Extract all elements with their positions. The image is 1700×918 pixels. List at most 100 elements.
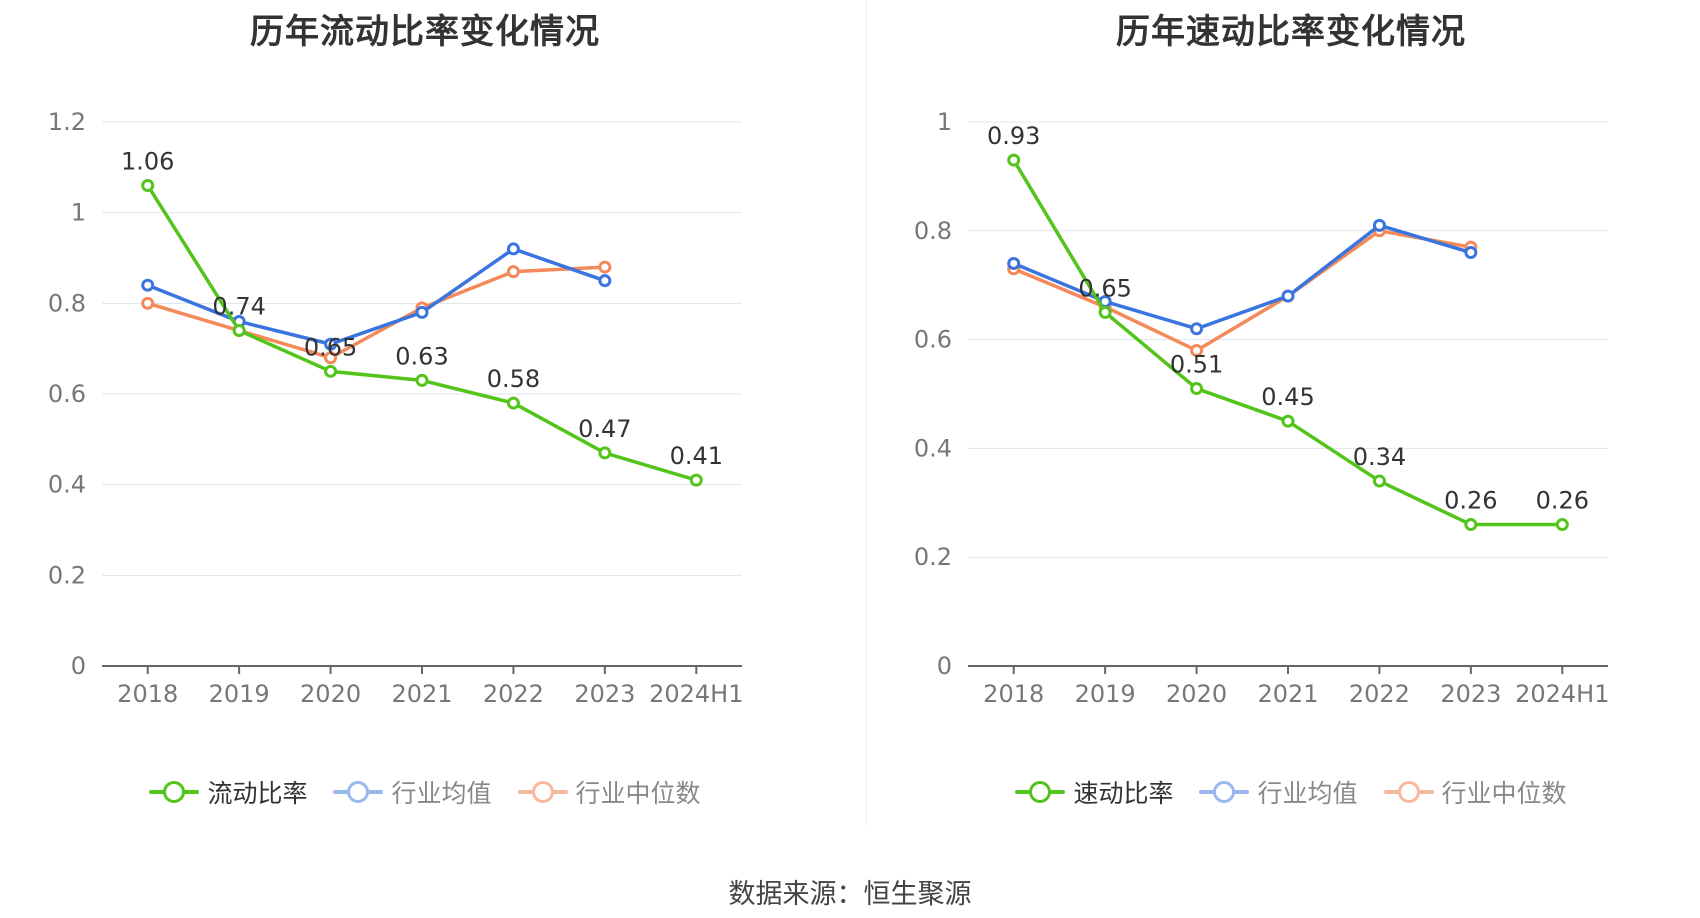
data-label: 0.65	[304, 333, 357, 361]
data-label: 1.06	[121, 147, 174, 175]
x-tick-label: 2020	[1166, 680, 1227, 708]
series-point-0	[1098, 305, 1112, 319]
data-label: 0.74	[212, 293, 265, 321]
legend-label: 行业均值	[391, 779, 492, 808]
legend-item-current-ratio[interactable]: 流动比率	[149, 774, 307, 810]
series-point-1	[1281, 289, 1295, 303]
series-point-2	[141, 296, 155, 310]
chart-legend: 速动比率 行业均值 行业中位数	[866, 774, 1700, 810]
chart-panel-quick-ratio: 历年速动比率变化情况 0 0.2 0.4 0.6 0.8 1 2018 2019 2020 202…	[866, 0, 1700, 830]
series-point-1	[1190, 322, 1204, 336]
series-point-0	[598, 446, 612, 460]
x-tick-label: 2024H1	[1515, 680, 1609, 708]
series-point-2	[506, 265, 520, 279]
y-tick-label: 0.4	[48, 471, 86, 499]
y-tick-label: 1.2	[48, 108, 86, 136]
series-point-0	[1281, 414, 1295, 428]
chart-legend: 流动比率 行业均值 行业中位数	[0, 774, 850, 810]
legend-label: 速动比率	[1073, 779, 1174, 808]
data-label: 0.41	[670, 442, 723, 470]
series-point-1	[1464, 246, 1478, 260]
series-point-0	[1464, 518, 1478, 532]
legend-line-circle-icon	[1199, 778, 1250, 806]
series-point-0	[232, 324, 246, 338]
legend-item-industry-average[interactable]: 行业均值	[333, 774, 492, 810]
legend-line-circle-icon	[333, 778, 384, 806]
legend-line-circle-icon	[1015, 778, 1066, 806]
y-tick-label: 0.8	[914, 217, 952, 245]
data-label: 0.47	[578, 415, 631, 443]
x-tick-label: 2022	[1349, 680, 1410, 708]
legend-label: 行业均值	[1257, 779, 1358, 808]
data-label: 0.26	[1444, 487, 1497, 515]
legend-line-circle-icon	[149, 778, 200, 806]
legend-label: 行业中位数	[1441, 779, 1567, 808]
y-tick-label: 1	[71, 199, 86, 227]
series-point-0	[1007, 153, 1021, 167]
panel-divider	[866, 0, 867, 826]
chart-title: 历年流动比率变化情况	[250, 12, 600, 52]
chart-title: 历年速动比率变化情况	[1116, 12, 1466, 52]
y-tick-label: 0	[71, 652, 86, 680]
series-point-2	[1190, 343, 1204, 357]
series-point-0	[141, 178, 155, 192]
chart-plot-current-ratio: 0 0.2 0.4 0.6 0.8 1 1.2 2018 2019 2020 2021 2022 202…	[48, 108, 744, 708]
series-point-0	[324, 364, 338, 378]
series-point-1	[141, 278, 155, 292]
y-tick-label: 0	[937, 652, 952, 680]
series-point-0	[415, 373, 429, 387]
series-point-0	[506, 396, 520, 410]
y-tick-label: 0.4	[914, 434, 952, 462]
series-point-2	[598, 260, 612, 274]
series-line-0	[1012, 159, 1563, 527]
x-tick-label: 2019	[209, 680, 270, 708]
series-line-1	[147, 247, 606, 346]
series-point-0	[1555, 518, 1569, 532]
y-tick-label: 0.2	[48, 561, 86, 589]
y-tick-label: 0.8	[48, 289, 86, 317]
y-tick-label: 0.6	[914, 326, 952, 354]
data-label: 0.45	[1261, 383, 1314, 411]
legend-line-circle-icon	[1383, 778, 1434, 806]
x-tick-label: 2019	[1075, 680, 1136, 708]
legend-item-industry-median[interactable]: 行业中位数	[1383, 774, 1567, 810]
x-tick-label: 2024H1	[649, 680, 743, 708]
series-point-1	[598, 274, 612, 288]
x-tick-label: 2020	[300, 680, 361, 708]
data-label: 0.34	[1353, 443, 1406, 471]
series-point-1	[415, 305, 429, 319]
data-label: 0.26	[1536, 487, 1589, 515]
data-label: 0.65	[1078, 274, 1131, 302]
legend-label: 流动比率	[207, 779, 308, 808]
series-line-1	[1013, 223, 1472, 331]
data-label: 0.51	[1170, 351, 1223, 379]
data-label: 0.58	[487, 365, 540, 393]
legend-item-quick-ratio[interactable]: 速动比率	[1015, 774, 1173, 810]
x-tick-label: 2023	[574, 680, 635, 708]
series-point-0	[1190, 382, 1204, 396]
series-point-1	[1007, 256, 1021, 270]
x-tick-label: 2021	[391, 680, 452, 708]
x-tick-label: 2022	[483, 680, 544, 708]
y-tick-label: 0.2	[914, 543, 952, 571]
x-tick-label: 2018	[983, 680, 1044, 708]
series-point-1	[324, 337, 338, 351]
series-line-2	[147, 265, 605, 360]
series-line-2	[1013, 229, 1472, 353]
chart-plot-quick-ratio: 0 0.2 0.4 0.6 0.8 1 2018 2019 2020 2021 2022 2023 20…	[914, 108, 1610, 708]
legend-label: 行业中位数	[575, 779, 701, 808]
legend-item-industry-average[interactable]: 行业均值	[1199, 774, 1358, 810]
y-tick-label: 0.6	[48, 380, 86, 408]
data-source-note: 数据来源：恒生聚源	[728, 879, 972, 910]
legend-item-industry-median[interactable]: 行业中位数	[517, 774, 701, 810]
legend-line-circle-icon	[517, 778, 568, 806]
data-label: 0.63	[395, 342, 448, 370]
series-point-1	[506, 242, 520, 256]
series-point-0	[1372, 474, 1386, 488]
x-tick-label: 2021	[1257, 680, 1318, 708]
chart-panel-current-ratio: 历年流动比率变化情况 0 0.2 0.4 0.6 0.8 1 1.2 2018 2019 2020…	[0, 0, 850, 830]
series-point-1	[1372, 218, 1386, 232]
series-point-2	[324, 351, 338, 365]
series-point-0	[689, 473, 703, 487]
data-label: 0.93	[987, 122, 1040, 150]
